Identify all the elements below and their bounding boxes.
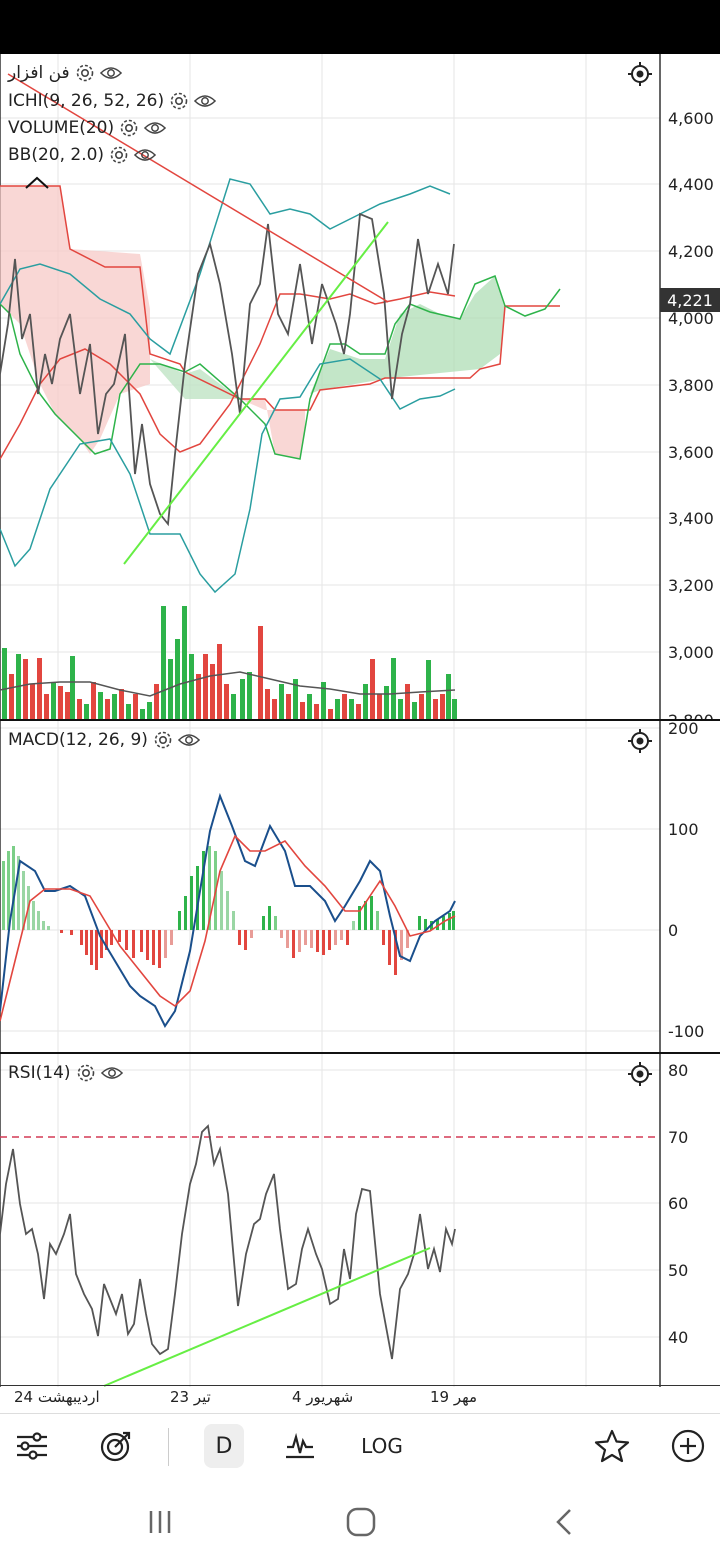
trendline-down bbox=[7, 73, 389, 303]
svg-text:40: 40 bbox=[668, 1328, 688, 1347]
chevron-up-icon bbox=[25, 176, 49, 189]
macd-pane[interactable]: 200 100 0 -100 MACD(12, 26, 9) bbox=[0, 719, 720, 1054]
svg-text:3,600: 3,600 bbox=[668, 443, 714, 462]
legend-fan[interactable]: فن افزار bbox=[8, 62, 122, 84]
legend-label: فن افزار bbox=[8, 63, 70, 83]
volume-bars bbox=[2, 606, 457, 719]
svg-text:3,400: 3,400 bbox=[668, 509, 714, 528]
gear-icon[interactable] bbox=[75, 1062, 97, 1084]
legend-macd[interactable]: MACD(12, 26, 9) bbox=[8, 729, 200, 751]
svg-text:50: 50 bbox=[668, 1261, 688, 1280]
rsi-line bbox=[0, 1124, 456, 1360]
svg-text:3,800: 3,800 bbox=[668, 376, 714, 395]
crosshair-target-icon[interactable] bbox=[628, 62, 652, 86]
legend-label: MACD(12, 26, 9) bbox=[8, 730, 148, 750]
toolbar-divider bbox=[168, 1428, 169, 1466]
svg-text:4,400: 4,400 bbox=[668, 175, 714, 194]
rsi-pane[interactable]: 80 70 60 50 40 RSI(14) bbox=[0, 1052, 720, 1387]
svg-text:3,200: 3,200 bbox=[668, 576, 714, 595]
svg-text:0: 0 bbox=[668, 921, 678, 940]
star-icon[interactable] bbox=[590, 1424, 634, 1468]
target-analysis-icon[interactable] bbox=[96, 1424, 136, 1468]
eye-icon[interactable] bbox=[177, 729, 200, 751]
svg-text:4,200: 4,200 bbox=[668, 242, 714, 261]
price-line bbox=[0, 212, 455, 527]
eye-icon[interactable] bbox=[134, 144, 157, 166]
svg-text:4,000: 4,000 bbox=[668, 309, 714, 328]
volume-ma bbox=[0, 671, 456, 697]
eye-icon[interactable] bbox=[99, 62, 122, 84]
macd-signal bbox=[0, 834, 456, 1022]
svg-text:100: 100 bbox=[668, 820, 699, 839]
price-axis: 4,600 4,400 4,200 4,000 3,800 3,600 3,40… bbox=[668, 109, 714, 719]
time-label: 19 مهر bbox=[430, 1388, 478, 1406]
crosshair-target-icon[interactable] bbox=[628, 1062, 652, 1086]
macd-axis: 200 100 0 -100 bbox=[668, 721, 704, 1041]
svg-text:4,600: 4,600 bbox=[668, 109, 714, 128]
svg-text:2,800: 2,800 bbox=[668, 711, 714, 719]
svg-text:3,000: 3,000 bbox=[668, 643, 714, 662]
crosshair-target-icon[interactable] bbox=[628, 729, 652, 753]
legend-volume[interactable]: VOLUME(20) bbox=[8, 117, 167, 139]
price-pane[interactable]: 4,600 4,400 4,200 4,000 3,800 3,600 3,40… bbox=[0, 54, 720, 719]
macd-histogram bbox=[2, 846, 455, 975]
gear-icon[interactable] bbox=[152, 729, 174, 751]
legend-ichimoku[interactable]: ICHI(9, 26, 52, 26) bbox=[8, 90, 217, 112]
svg-text:200: 200 bbox=[668, 721, 699, 738]
period-button[interactable]: D bbox=[204, 1424, 244, 1468]
eye-icon[interactable] bbox=[194, 90, 217, 112]
bb-lower bbox=[0, 358, 456, 594]
ichimoku-span-a bbox=[0, 185, 560, 411]
legend-label: ICHI(9, 26, 52, 26) bbox=[8, 91, 165, 111]
add-icon[interactable] bbox=[666, 1424, 710, 1468]
ichimoku-span-b bbox=[0, 275, 561, 460]
svg-text:-100: -100 bbox=[668, 1022, 704, 1041]
trendline-up bbox=[123, 221, 389, 565]
home-icon[interactable] bbox=[341, 1502, 381, 1542]
rsi-chart[interactable]: 80 70 60 50 40 bbox=[0, 1054, 720, 1387]
ichimoku-cloud-red-2 bbox=[240, 399, 305, 459]
last-price-badge: 4,221 bbox=[660, 288, 720, 312]
recent-apps-icon[interactable] bbox=[140, 1502, 180, 1542]
legend-rsi[interactable]: RSI(14) bbox=[8, 1062, 123, 1084]
chart-type-icon[interactable] bbox=[280, 1424, 320, 1468]
time-label: 24 اردیبهشت bbox=[14, 1388, 100, 1406]
back-icon[interactable] bbox=[544, 1502, 584, 1542]
bb-upper bbox=[0, 178, 451, 356]
legend-label: VOLUME(20) bbox=[8, 118, 115, 138]
gear-icon[interactable] bbox=[118, 117, 140, 139]
time-label: 23 تیر bbox=[170, 1388, 211, 1406]
chart-toolbar: D LOG bbox=[0, 1413, 720, 1478]
gear-icon[interactable] bbox=[74, 62, 96, 84]
status-bar bbox=[0, 0, 720, 54]
legend-bb[interactable]: BB(20, 2.0) bbox=[8, 144, 157, 166]
system-nav-bar bbox=[0, 1478, 720, 1560]
bb-mid bbox=[0, 291, 456, 460]
eye-icon[interactable] bbox=[100, 1062, 123, 1084]
svg-text:70: 70 bbox=[668, 1128, 688, 1147]
rsi-axis: 80 70 60 50 40 bbox=[668, 1061, 688, 1347]
price-chart[interactable]: 4,600 4,400 4,200 4,000 3,800 3,600 3,40… bbox=[0, 54, 720, 719]
svg-text:80: 80 bbox=[668, 1061, 688, 1080]
log-scale-button[interactable]: LOG bbox=[361, 1434, 403, 1458]
eye-icon[interactable] bbox=[144, 117, 167, 139]
time-label: 4 شهریور bbox=[292, 1388, 354, 1406]
legend-label: BB(20, 2.0) bbox=[8, 145, 105, 165]
time-axis: 24 اردیبهشت 23 تیر 4 شهریور 19 مهر bbox=[0, 1385, 720, 1412]
ichimoku-cloud-red bbox=[0, 186, 150, 454]
gear-icon[interactable] bbox=[168, 90, 190, 112]
macd-line bbox=[0, 792, 456, 1028]
gear-icon[interactable] bbox=[108, 144, 130, 166]
rsi-trendline bbox=[103, 1247, 431, 1387]
legend-label: RSI(14) bbox=[8, 1063, 71, 1083]
macd-chart[interactable]: 200 100 0 -100 bbox=[0, 721, 720, 1054]
sliders-icon[interactable] bbox=[12, 1424, 52, 1468]
svg-text:60: 60 bbox=[668, 1194, 688, 1213]
